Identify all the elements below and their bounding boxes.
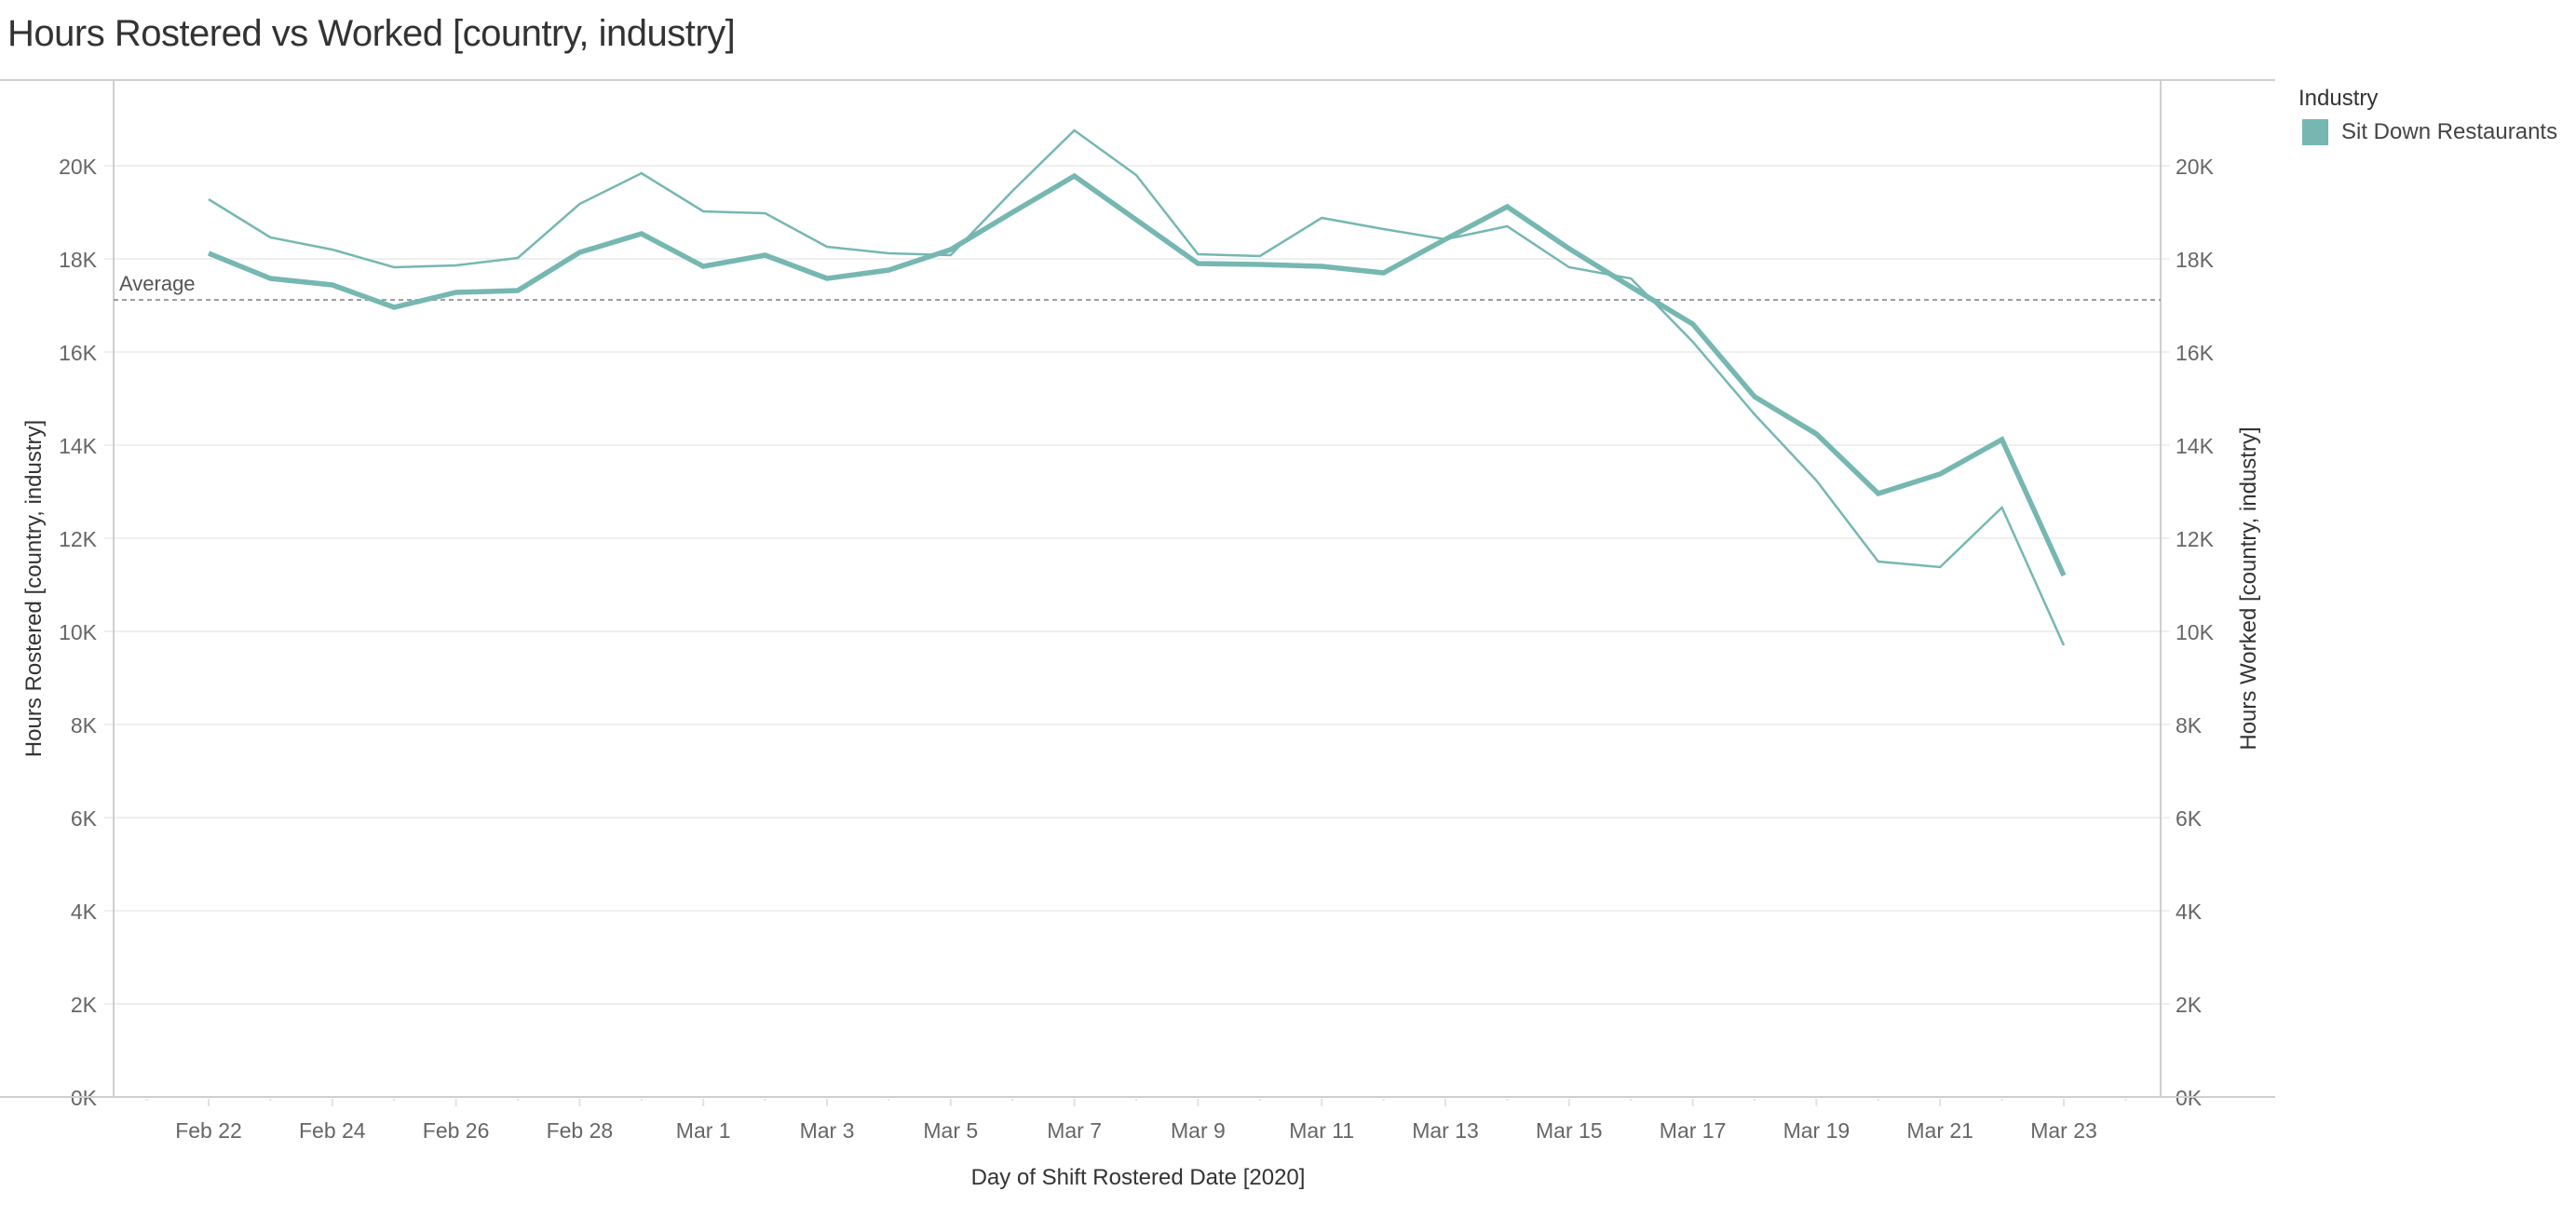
x-tick-label: Mar 13 [1412, 1118, 1479, 1143]
x-tick-label: Mar 5 [923, 1118, 978, 1143]
legend-label: Sit Down Restaurants [2341, 119, 2558, 144]
x-tick-label: Mar 19 [1783, 1118, 1851, 1143]
y-tick-label: 20K [59, 155, 98, 179]
x-tick-label: Mar 15 [1536, 1118, 1603, 1143]
gridlines [104, 165, 2170, 1005]
x-tick-label: Mar 11 [1289, 1118, 1354, 1143]
x-tick-label: Mar 7 [1047, 1118, 1102, 1143]
y-tick-label: 18K [2176, 248, 2215, 272]
y-tick-label: 12K [2176, 527, 2215, 551]
y-axis-right-title: Hours Worked [country, industry] [2236, 426, 2261, 750]
legend-swatch [2302, 119, 2328, 145]
y-axis-left-title: Hours Rostered [country, industry] [21, 420, 47, 757]
y-tick-label: 2K [71, 993, 98, 1017]
x-axis: Feb 22 Feb 24 Feb 26 Feb 28 Mar 1 Mar 3 Mar 5 M… [145, 1099, 2127, 1143]
x-tick-label: Mar 3 [800, 1118, 855, 1143]
y-tick-label: 6K [71, 806, 98, 831]
series-hours-rostered[interactable] [208, 129, 2066, 646]
x-tick-label: Mar 21 [1906, 1118, 1973, 1143]
y-tick-label: 2K [2176, 993, 2203, 1017]
y-tick-label: 10K [2176, 620, 2215, 644]
legend-item-sit-down-restaurants[interactable]: Sit Down Restaurants [2298, 119, 2557, 145]
y-tick-label: 12K [59, 527, 98, 551]
x-tick-label: Feb 24 [299, 1118, 366, 1143]
y-tick-label: 16K [59, 341, 98, 365]
x-tick-label: Mar 17 [1660, 1118, 1727, 1143]
y-tick-label: 4K [2176, 900, 2203, 924]
x-axis-title: Day of Shift Rostered Date [2020] [971, 1165, 1306, 1190]
y-tick-label: 8K [2176, 713, 2203, 738]
x-tick-label: Feb 22 [175, 1118, 242, 1143]
chart-title: Hours Rostered vs Worked [country, indus… [7, 13, 736, 54]
x-tick-label: Feb 28 [547, 1118, 614, 1143]
x-tick-label: Mar 23 [2030, 1118, 2097, 1143]
series-hours-worked[interactable] [207, 172, 2067, 577]
legend-title: Industry [2298, 86, 2379, 111]
y-tick-label: 14K [59, 434, 98, 458]
y-tick-label: 4K [71, 900, 98, 924]
y-tick-label: 6K [2176, 806, 2203, 831]
y-tick-label: 14K [2176, 434, 2215, 458]
average-label: Average [119, 272, 196, 295]
y-tick-label: 20K [2176, 155, 2215, 179]
y-tick-label: 16K [2176, 341, 2215, 365]
x-tick-label: Mar 9 [1171, 1118, 1226, 1143]
legend: Industry Sit Down Restaurants [2298, 86, 2557, 145]
y-tick-label: 8K [71, 713, 98, 738]
y-tick-label: 18K [59, 248, 98, 272]
x-tick-label: Mar 1 [676, 1118, 731, 1143]
y-tick-label: 10K [59, 620, 98, 644]
x-tick-label: Feb 26 [423, 1118, 490, 1143]
